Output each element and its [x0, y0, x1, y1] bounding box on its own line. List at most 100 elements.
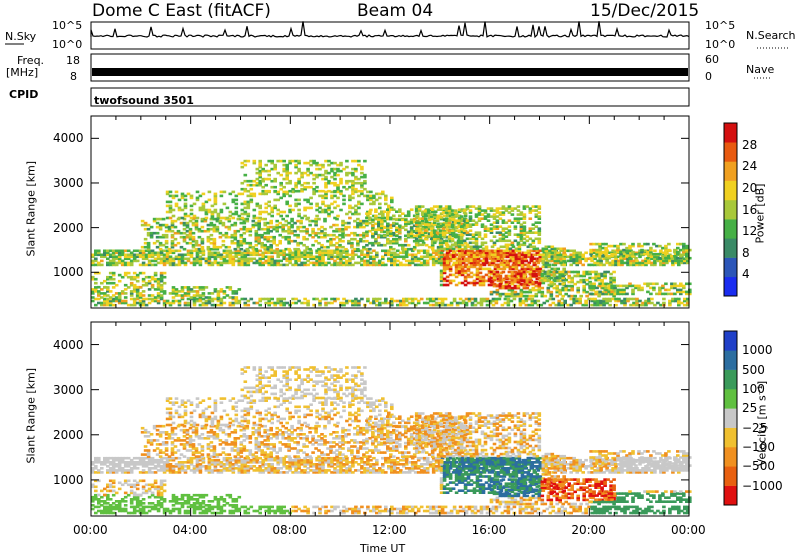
power-cell	[532, 257, 537, 261]
power-cell	[188, 219, 193, 223]
power-cell	[488, 261, 493, 265]
velocity-cell	[126, 456, 131, 460]
power-cell	[463, 251, 468, 255]
power-cell	[569, 263, 573, 267]
power-cell	[230, 235, 235, 239]
power-cell	[366, 198, 370, 202]
power-cell	[612, 276, 616, 280]
power-cell	[491, 297, 496, 301]
power-cell	[326, 233, 330, 237]
power-cell	[303, 206, 307, 210]
power-cell	[91, 255, 95, 259]
power-cell	[342, 167, 346, 171]
power-cell	[469, 251, 474, 255]
power-cell	[156, 285, 161, 289]
power-cell	[601, 292, 605, 296]
power-cell	[386, 208, 390, 211]
power-cell	[520, 263, 525, 267]
power-cell	[538, 257, 543, 261]
power-cell	[404, 214, 408, 218]
power-cell	[532, 253, 537, 257]
power-cell	[643, 282, 647, 286]
power-cell	[641, 303, 645, 307]
velocity-cell	[94, 467, 98, 470]
power-cell	[327, 204, 331, 208]
power-cell	[257, 235, 261, 239]
power-cell	[469, 245, 474, 249]
power-cell	[412, 235, 417, 239]
power-cell	[106, 294, 110, 297]
power-cell	[279, 251, 283, 255]
power-cell	[622, 290, 626, 294]
power-cell	[320, 231, 324, 235]
power-cell	[444, 231, 449, 234]
power-cell	[448, 214, 453, 218]
power-cell	[569, 303, 573, 307]
velocity-cell	[138, 471, 143, 474]
power-cell	[498, 211, 503, 214]
power-cell	[147, 279, 152, 283]
power-cell	[489, 231, 494, 234]
power-cell	[327, 163, 331, 167]
power-cell	[270, 214, 274, 218]
power-cell	[531, 294, 536, 298]
power-cell	[665, 255, 669, 259]
power-cell	[276, 301, 280, 305]
power-cell	[608, 303, 612, 307]
power-cell	[171, 296, 176, 299]
power-cell	[303, 255, 307, 259]
power-cell	[529, 259, 534, 263]
power-cell	[453, 241, 458, 245]
power-cell	[457, 271, 462, 275]
power-cell	[508, 267, 513, 271]
power-cell	[462, 211, 467, 214]
power-cell	[427, 221, 432, 225]
power-cell	[528, 207, 533, 210]
power-cell	[459, 227, 464, 230]
power-cell	[380, 234, 384, 238]
power-cell	[505, 251, 510, 255]
power-cell	[404, 239, 408, 243]
power-cell	[165, 200, 170, 204]
power-cell	[537, 276, 542, 280]
velocity-cell	[135, 456, 140, 460]
power-cell	[237, 192, 242, 196]
power-cell	[341, 227, 345, 231]
power-cell	[477, 217, 482, 220]
power-cell	[354, 204, 358, 208]
power-cell	[493, 253, 498, 257]
power-cell	[438, 235, 443, 238]
power-cell	[192, 249, 197, 253]
power-cell	[210, 214, 215, 218]
power-cell	[282, 169, 286, 173]
power-cell	[264, 169, 268, 173]
power-cell	[629, 255, 633, 259]
power-cell	[392, 233, 396, 237]
power-cell	[466, 273, 471, 277]
power-cell	[386, 224, 390, 228]
power-cell	[542, 251, 547, 255]
power-cell	[511, 257, 516, 261]
power-cell	[94, 290, 98, 293]
power-cell	[111, 261, 116, 265]
power-cell	[532, 245, 537, 249]
power-cell	[195, 259, 200, 263]
power-cell	[504, 227, 509, 230]
power-cell	[384, 263, 388, 267]
power-cell	[398, 210, 402, 213]
power-cell	[457, 257, 462, 261]
power-cell	[572, 253, 576, 257]
power-cell	[258, 297, 262, 301]
power-cell	[278, 221, 282, 225]
power-cell	[575, 261, 579, 265]
power-cell	[544, 265, 549, 269]
power-cell	[195, 290, 200, 293]
power-cell	[429, 215, 434, 218]
power-cell	[579, 294, 583, 298]
power-cell	[487, 267, 492, 271]
velocity-cell	[150, 458, 155, 462]
power-cell	[573, 274, 577, 278]
power-cell	[171, 263, 176, 267]
power-cell	[390, 263, 394, 267]
power-cell	[369, 263, 373, 267]
